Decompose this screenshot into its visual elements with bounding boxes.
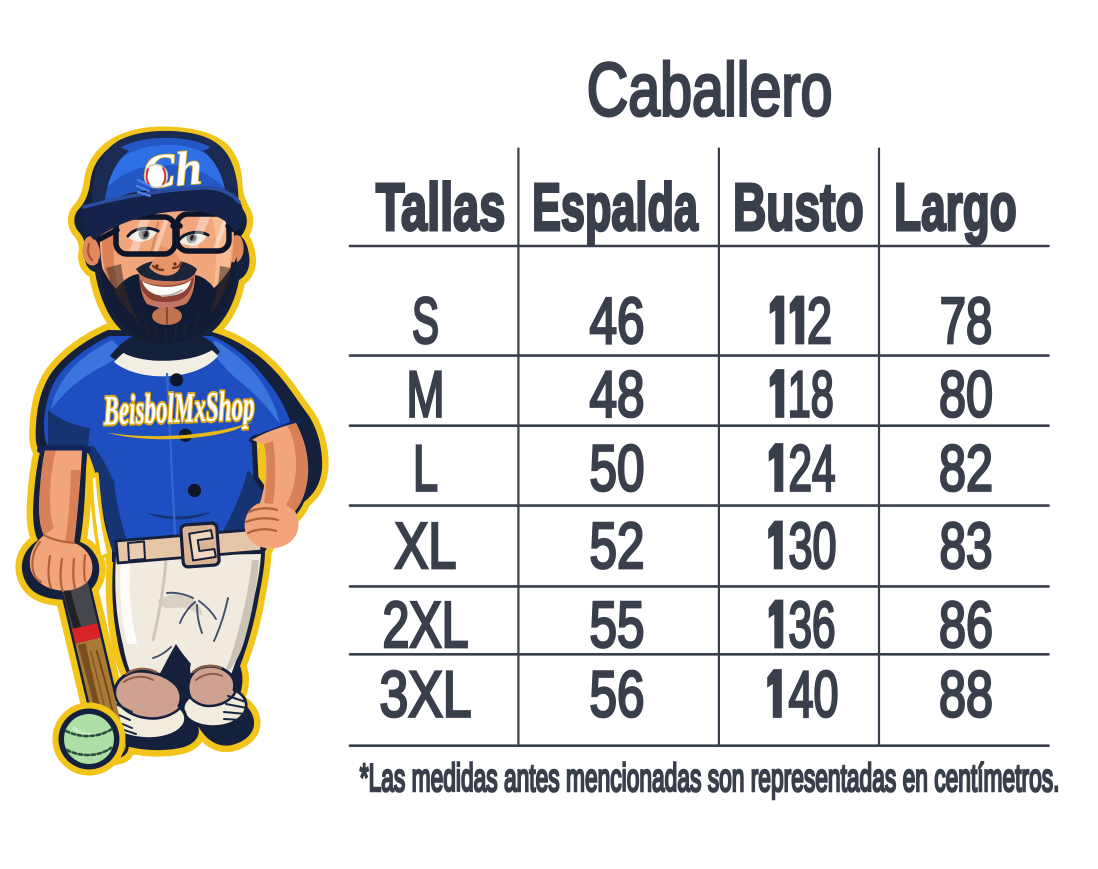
svg-text:Tallas: Tallas [376, 170, 506, 245]
svg-text:50: 50 [590, 433, 645, 505]
svg-text:80: 80 [939, 359, 993, 431]
svg-text:BeisbolMxShop: BeisbolMxShop [102, 383, 255, 434]
svg-text:18: 18 [788, 359, 834, 431]
svg-text:Largo: Largo [894, 170, 1017, 245]
svg-text:52: 52 [590, 510, 645, 582]
svg-text:2: 2 [807, 285, 832, 357]
svg-text:24: 24 [789, 433, 836, 505]
svg-text:88: 88 [939, 659, 993, 731]
svg-text:82: 82 [939, 433, 993, 505]
svg-text:M: M [407, 359, 445, 431]
svg-text:Caballero: Caballero [587, 48, 833, 132]
svg-text:40: 40 [789, 659, 839, 731]
svg-text:30: 30 [789, 510, 837, 582]
svg-text:86: 86 [939, 589, 993, 661]
svg-text:2XL: 2XL [383, 589, 469, 661]
svg-text:48: 48 [590, 359, 645, 431]
svg-text:L: L [413, 433, 438, 505]
svg-text:83: 83 [940, 510, 993, 582]
svg-text:*Las medidas antes mencionadas: *Las medidas antes mencionadas son repre… [360, 757, 1060, 800]
svg-text:78: 78 [940, 285, 993, 357]
svg-text:3XL: 3XL [380, 659, 472, 731]
svg-text:55: 55 [590, 589, 645, 661]
svg-text:XL: XL [395, 510, 457, 582]
svg-text:Busto: Busto [733, 170, 864, 245]
svg-text:S: S [412, 285, 439, 357]
svg-text:Espalda: Espalda [532, 170, 698, 245]
svg-text:46: 46 [590, 285, 645, 357]
svg-text:56: 56 [590, 659, 645, 731]
svg-text:36: 36 [789, 589, 836, 661]
